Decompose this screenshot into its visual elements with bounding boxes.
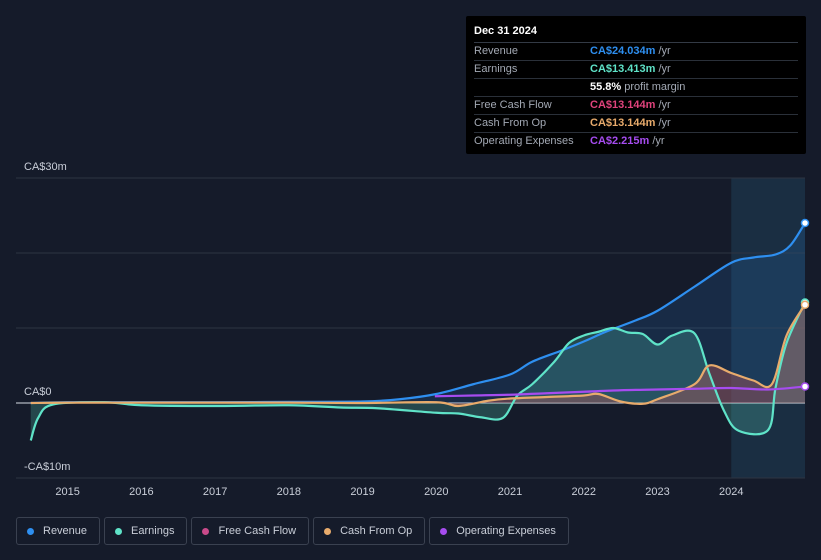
- legend: Revenue Earnings Free Cash Flow Cash From O…: [16, 517, 569, 545]
- operating-expenses-end-marker: [800, 382, 810, 391]
- tooltip-row: Operating Expenses CA$2.215m/yr: [474, 133, 798, 150]
- tooltip-label: Operating Expenses: [474, 135, 574, 147]
- tooltip-unit: /yr: [658, 45, 671, 57]
- legend-item-cash-from-op[interactable]: Cash From Op: [313, 517, 426, 545]
- y-tick-label: CA$30m: [24, 161, 67, 173]
- legend-label: Revenue: [43, 525, 88, 537]
- tooltip-row: Cash From Op CA$13.144m/yr: [474, 115, 798, 133]
- earnings-line: [29, 302, 807, 441]
- tooltip-unit: /yr: [658, 117, 671, 129]
- legend-dot-icon: [27, 527, 34, 535]
- x-tick-label: 2024: [719, 486, 743, 498]
- tooltip-value: CA$24.034m: [590, 45, 656, 57]
- tooltip: Dec 31 2024 Revenue CA$24.034m/yr Earnings…: [466, 16, 806, 154]
- tooltip-label: [474, 79, 590, 96]
- tooltip-value: CA$2.215m: [590, 135, 650, 147]
- tooltip-row: Earnings CA$13.413m/yr: [474, 61, 798, 79]
- x-tick-label: 2020: [424, 486, 448, 498]
- cash-from-op-line: [30, 304, 806, 408]
- tooltip-label: Earnings: [474, 63, 518, 75]
- x-tick-label: 2015: [55, 486, 79, 498]
- revenue-area: [30, 223, 805, 403]
- x-tick-label: 2018: [277, 486, 301, 498]
- tooltip-label: Cash From Op: [474, 117, 547, 129]
- earnings-area: [30, 302, 805, 441]
- legend-dot-icon: [324, 527, 332, 535]
- x-tick-label: 2021: [498, 486, 522, 498]
- tooltip-label: Revenue: [474, 45, 519, 57]
- cash-from-op-area: [30, 304, 805, 407]
- legend-item-revenue[interactable]: Revenue: [16, 517, 101, 545]
- y-tick-label: CA$0: [24, 386, 52, 398]
- cash-from-op-end-marker: [800, 300, 810, 309]
- x-tick-label: 2019: [350, 486, 374, 498]
- x-tick-label: 2022: [572, 486, 596, 498]
- legend-label: Earnings: [131, 525, 175, 537]
- tooltip-unit: profit margin: [624, 81, 686, 93]
- legend-label: Operating Expenses: [456, 525, 556, 537]
- y-tick-label: -CA$10m: [24, 461, 70, 473]
- tooltip-value: CA$13.144m: [590, 99, 656, 111]
- free-cash-flow-area: [30, 304, 805, 407]
- legend-dot-icon: [202, 527, 210, 535]
- tooltip-date: Dec 31 2024: [474, 24, 798, 43]
- tooltip-row: 55.8% profit margin: [474, 79, 798, 97]
- tooltip-unit: /yr: [658, 63, 671, 75]
- legend-label: Cash From Op: [340, 525, 413, 537]
- tooltip-row: Revenue CA$24.034m/yr: [474, 43, 798, 61]
- operating-expenses-line: [434, 385, 806, 398]
- revenue-end-marker: [800, 218, 810, 228]
- legend-dot-icon: [115, 527, 123, 535]
- tooltip-value: 55.8%: [590, 81, 622, 93]
- tooltip-value: CA$13.413m: [590, 63, 656, 75]
- legend-item-operating-expenses[interactable]: Operating Expenses: [429, 517, 569, 545]
- legend-item-earnings[interactable]: Earnings: [104, 517, 188, 545]
- legend-item-free-cash-flow[interactable]: Free Cash Flow: [191, 517, 310, 545]
- legend-dot-icon: [440, 527, 448, 535]
- x-tick-label: 2017: [203, 486, 227, 498]
- tooltip-unit: /yr: [652, 135, 665, 147]
- tooltip-unit: /yr: [658, 99, 671, 111]
- tooltip-row: Free Cash Flow CA$13.144m/yr: [474, 97, 798, 115]
- x-tick-label: 2023: [645, 486, 669, 498]
- legend-label: Free Cash Flow: [218, 525, 297, 537]
- tooltip-label: Free Cash Flow: [474, 99, 552, 111]
- tooltip-value: CA$13.144m: [590, 117, 656, 129]
- x-tick-label: 2016: [129, 486, 153, 498]
